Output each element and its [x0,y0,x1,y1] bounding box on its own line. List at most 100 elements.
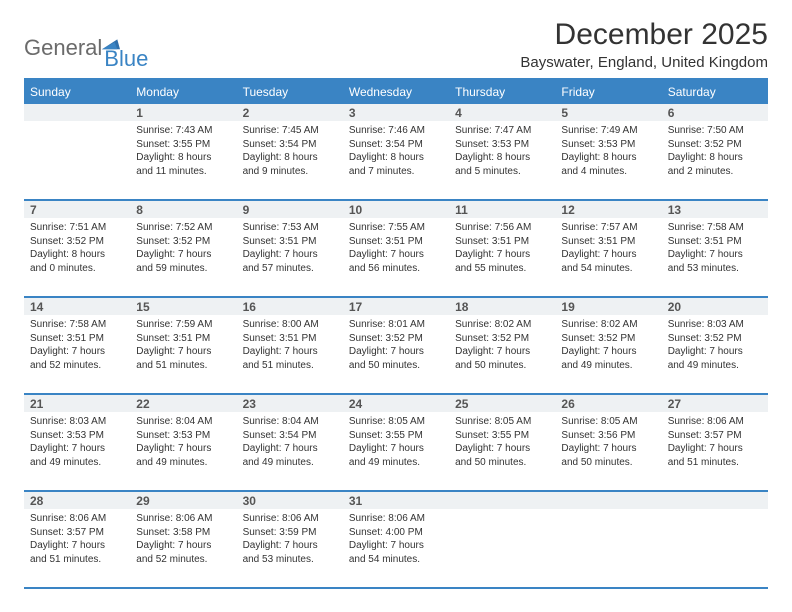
day-info-line: and 50 minutes. [561,456,655,470]
day-number: 22 [130,395,236,412]
day-info-line: Sunrise: 8:06 AM [243,512,337,526]
day-info-line: Daylight: 8 hours [561,151,655,165]
day-number: 21 [24,395,130,412]
day-cell: Sunrise: 7:58 AMSunset: 3:51 PMDaylight:… [662,218,768,296]
day-info-line: Sunset: 3:51 PM [30,332,124,346]
day-info-line: Daylight: 7 hours [561,248,655,262]
day-info-line: Daylight: 7 hours [455,442,549,456]
day-cell: Sunrise: 8:05 AMSunset: 3:55 PMDaylight:… [449,412,555,490]
day-cell: Sunrise: 8:06 AMSunset: 4:00 PMDaylight:… [343,509,449,587]
title-block: December 2025 Bayswater, England, United… [520,18,768,71]
logo-text-general: General [24,35,102,61]
day-info-line: Sunset: 3:52 PM [30,235,124,249]
day-cell: Sunrise: 7:59 AMSunset: 3:51 PMDaylight:… [130,315,236,393]
day-info-line: Sunset: 3:51 PM [243,332,337,346]
day-info-line: and 49 minutes. [561,359,655,373]
day-number: 24 [343,395,449,412]
day-info-line: Sunset: 3:52 PM [136,235,230,249]
day-cell: Sunrise: 7:49 AMSunset: 3:53 PMDaylight:… [555,121,661,199]
day-info-line: Sunset: 3:54 PM [243,138,337,152]
day-number: 30 [237,492,343,509]
day-info-line: Sunset: 3:51 PM [349,235,443,249]
day-info-line: Sunset: 3:52 PM [349,332,443,346]
day-number: 25 [449,395,555,412]
day-info-line: and 54 minutes. [349,553,443,567]
day-info-line: and 49 minutes. [349,456,443,470]
day-info-line: Sunrise: 7:51 AM [30,221,124,235]
dow-monday: Monday [130,80,236,104]
day-cell: Sunrise: 7:51 AMSunset: 3:52 PMDaylight:… [24,218,130,296]
day-info-line: Sunset: 3:57 PM [30,526,124,540]
day-info-line: Sunrise: 7:46 AM [349,124,443,138]
day-number: 31 [343,492,449,509]
day-info-line: Sunset: 3:54 PM [349,138,443,152]
day-info-line: Sunset: 3:55 PM [349,429,443,443]
day-info-line: Daylight: 8 hours [349,151,443,165]
day-number: 20 [662,298,768,315]
day-of-week-header: Sunday Monday Tuesday Wednesday Thursday… [24,80,768,104]
day-number: 9 [237,201,343,218]
day-info-line: Daylight: 7 hours [455,248,549,262]
day-info-line: and 49 minutes. [668,359,762,373]
day-info-line: and 5 minutes. [455,165,549,179]
day-number: 18 [449,298,555,315]
day-number [449,492,555,509]
day-info-line: Daylight: 7 hours [136,345,230,359]
logo-text-blue: Blue [104,46,148,72]
day-info-line: Sunset: 3:55 PM [455,429,549,443]
day-info-line: Sunrise: 7:45 AM [243,124,337,138]
day-number: 10 [343,201,449,218]
day-info-line: Sunset: 3:51 PM [561,235,655,249]
day-number: 16 [237,298,343,315]
day-info-line: Sunset: 3:53 PM [136,429,230,443]
day-info-line: Daylight: 7 hours [30,539,124,553]
dow-friday: Friday [555,80,661,104]
day-number [662,492,768,509]
day-info-line: and 59 minutes. [136,262,230,276]
day-number: 11 [449,201,555,218]
day-info-line: Daylight: 7 hours [349,248,443,262]
day-info-line: Sunset: 3:59 PM [243,526,337,540]
day-info-line: Daylight: 7 hours [136,442,230,456]
day-info-line: Daylight: 7 hours [668,248,762,262]
day-info-line: Sunset: 3:51 PM [243,235,337,249]
day-cell: Sunrise: 7:55 AMSunset: 3:51 PMDaylight:… [343,218,449,296]
day-info-line: Sunset: 3:52 PM [561,332,655,346]
day-info-line: Sunrise: 7:58 AM [30,318,124,332]
day-info-line: and 55 minutes. [455,262,549,276]
day-cell: Sunrise: 8:02 AMSunset: 3:52 PMDaylight:… [449,315,555,393]
day-info-line: Daylight: 7 hours [349,539,443,553]
day-info-line: and 52 minutes. [30,359,124,373]
day-info-line: Sunrise: 7:55 AM [349,221,443,235]
day-info-line: Sunrise: 7:49 AM [561,124,655,138]
day-cell: Sunrise: 8:00 AMSunset: 3:51 PMDaylight:… [237,315,343,393]
day-info-line: and 51 minutes. [30,553,124,567]
week-row: Sunrise: 8:06 AMSunset: 3:57 PMDaylight:… [24,509,768,589]
day-info-line: Sunset: 3:58 PM [136,526,230,540]
day-info-line: and 49 minutes. [243,456,337,470]
week-row: Sunrise: 7:43 AMSunset: 3:55 PMDaylight:… [24,121,768,201]
day-cell: Sunrise: 7:56 AMSunset: 3:51 PMDaylight:… [449,218,555,296]
day-info-line: and 53 minutes. [668,262,762,276]
day-number-row: 78910111213 [24,201,768,218]
day-info-line: and 0 minutes. [30,262,124,276]
day-cell: Sunrise: 8:01 AMSunset: 3:52 PMDaylight:… [343,315,449,393]
day-info-line: Sunrise: 8:02 AM [455,318,549,332]
day-info-line: and 4 minutes. [561,165,655,179]
day-number: 12 [555,201,661,218]
day-info-line: and 9 minutes. [243,165,337,179]
day-info-line: and 50 minutes. [455,456,549,470]
day-cell: Sunrise: 8:04 AMSunset: 3:54 PMDaylight:… [237,412,343,490]
day-info-line: Sunrise: 8:02 AM [561,318,655,332]
day-number: 19 [555,298,661,315]
day-info-line: Sunrise: 8:06 AM [668,415,762,429]
day-cell [555,509,661,587]
day-info-line: Sunset: 3:51 PM [455,235,549,249]
day-cell: Sunrise: 7:47 AMSunset: 3:53 PMDaylight:… [449,121,555,199]
day-number [555,492,661,509]
day-cell [662,509,768,587]
day-number: 28 [24,492,130,509]
day-info-line: and 50 minutes. [455,359,549,373]
day-cell: Sunrise: 8:06 AMSunset: 3:58 PMDaylight:… [130,509,236,587]
day-info-line: Sunrise: 8:01 AM [349,318,443,332]
